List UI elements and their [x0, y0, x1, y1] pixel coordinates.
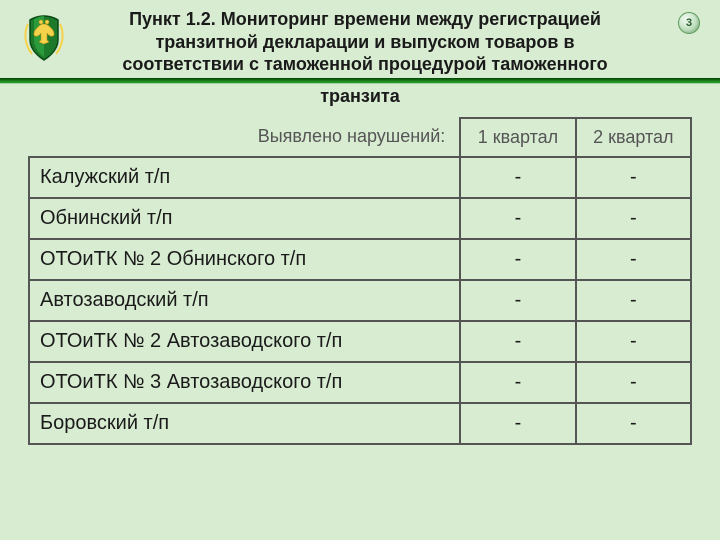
title-line-2: транзитной декларации и выпуском товаров… — [155, 32, 574, 52]
title-line-3: соответствии с таможенной процедурой там… — [122, 54, 607, 74]
title-line-1: Пункт 1.2. Мониторинг времени между реги… — [129, 9, 601, 29]
value-cell: - — [576, 280, 691, 321]
row-name-cell: Автозаводский т/п — [29, 280, 460, 321]
table-row: Обнинский т/п-- — [29, 198, 691, 239]
table-column-header: 1 квартал — [460, 118, 575, 157]
page-number-badge: 3 — [678, 12, 700, 34]
row-name-cell: ОТОиТК № 3 Автозаводского т/п — [29, 362, 460, 403]
table-row: Боровский т/п-- — [29, 403, 691, 444]
page-number: 3 — [686, 17, 692, 29]
value-cell: - — [576, 362, 691, 403]
value-cell: - — [576, 403, 691, 444]
value-cell: - — [460, 403, 575, 444]
table-row: ОТОиТК № 3 Автозаводского т/п-- — [29, 362, 691, 403]
row-name-cell: ОТОиТК № 2 Автозаводского т/п — [29, 321, 460, 362]
emblem-icon — [16, 10, 72, 66]
slide-title: Пункт 1.2. Мониторинг времени между реги… — [0, 8, 720, 76]
value-cell: - — [576, 198, 691, 239]
table-column-header: 2 квартал — [576, 118, 691, 157]
value-cell: - — [460, 239, 575, 280]
header: Пункт 1.2. Мониторинг времени между реги… — [0, 0, 720, 107]
violations-table-wrap: Выявлено нарушений:1 квартал2 кварталКал… — [28, 117, 692, 445]
table-row: ОТОиТК № 2 Автозаводского т/п-- — [29, 321, 691, 362]
slide-root: Пункт 1.2. Мониторинг времени между реги… — [0, 0, 720, 540]
value-cell: - — [460, 157, 575, 198]
table-row: Калужский т/п-- — [29, 157, 691, 198]
row-name-cell: Калужский т/п — [29, 157, 460, 198]
row-name-cell: Обнинский т/п — [29, 198, 460, 239]
value-cell: - — [460, 280, 575, 321]
row-name-cell: Боровский т/п — [29, 403, 460, 444]
table-header-label: Выявлено нарушений: — [29, 118, 460, 157]
value-cell: - — [460, 198, 575, 239]
value-cell: - — [460, 321, 575, 362]
row-name-cell: ОТОиТК № 2 Обнинского т/п — [29, 239, 460, 280]
slide-title-tail: транзита — [0, 84, 720, 107]
violations-table: Выявлено нарушений:1 квартал2 кварталКал… — [28, 117, 692, 445]
value-cell: - — [576, 157, 691, 198]
table-row: Автозаводский т/п-- — [29, 280, 691, 321]
value-cell: - — [460, 362, 575, 403]
value-cell: - — [576, 321, 691, 362]
value-cell: - — [576, 239, 691, 280]
table-row: ОТОиТК № 2 Обнинского т/п-- — [29, 239, 691, 280]
